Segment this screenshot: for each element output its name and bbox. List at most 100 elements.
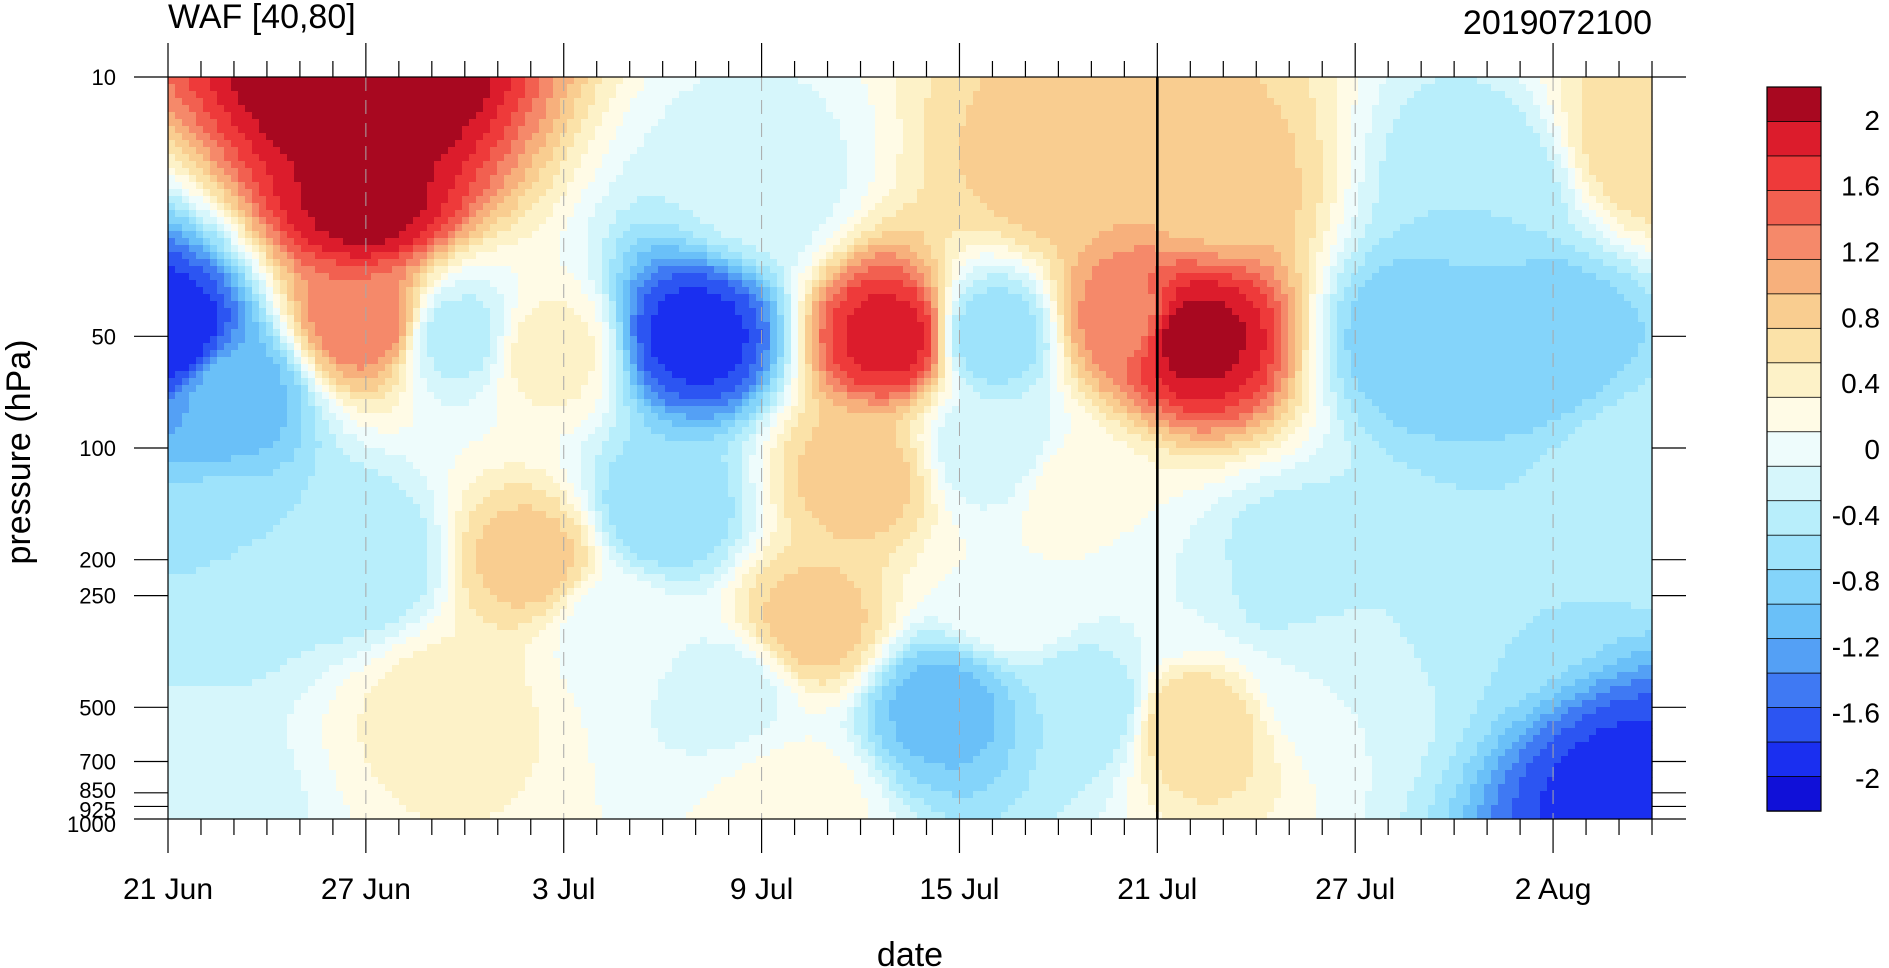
contour-cell (567, 126, 582, 134)
contour-cell (476, 560, 575, 568)
contour-cell (875, 763, 890, 771)
contour-cell (602, 154, 631, 162)
contour-cell (1232, 560, 1653, 568)
contour-cell (287, 735, 323, 743)
contour-cell (287, 742, 323, 750)
contour-cell (462, 560, 477, 568)
contour-cell (756, 504, 764, 512)
contour-cell (602, 266, 610, 274)
contour-cell (875, 392, 890, 400)
contour-cell (1288, 294, 1296, 302)
contour-cell (287, 350, 295, 358)
contour-cell (756, 546, 764, 554)
contour-cell (1092, 273, 1149, 281)
contour-cell (1316, 791, 1366, 799)
contour-cell (931, 497, 946, 505)
contour-cell (1281, 791, 1317, 799)
contour-cell (567, 574, 582, 582)
contour-cell (763, 427, 771, 435)
contour-cell (476, 392, 498, 400)
contour-cell (210, 196, 218, 204)
contour-cell (728, 280, 743, 288)
contour-cell (1267, 91, 1310, 99)
contour-cell (1120, 399, 1135, 407)
contour-cell (1281, 378, 1289, 386)
contour-cell (826, 742, 855, 750)
contour-cell (938, 301, 946, 309)
contour-cell (574, 539, 582, 547)
contour-cell (1547, 119, 1555, 127)
contour-cell (1148, 672, 1163, 680)
contour-cell (1323, 245, 1331, 253)
contour-cell (1498, 763, 1513, 771)
contour-cell (868, 644, 876, 652)
contour-cell (812, 252, 827, 260)
contour-cell (805, 329, 813, 337)
contour-cell (777, 434, 792, 442)
contour-cell (721, 602, 736, 610)
contour-cell (1316, 217, 1331, 225)
contour-cell (1372, 105, 1401, 113)
contour-cell (497, 392, 526, 400)
contour-cell (917, 413, 925, 421)
contour-cell (707, 252, 722, 260)
contour-cell (854, 777, 876, 785)
contour-cell (1141, 700, 1149, 708)
contour-cell (1330, 406, 1338, 414)
contour-cell (644, 357, 659, 365)
contour-cell (168, 546, 239, 554)
contour-cell (1274, 378, 1282, 386)
contour-cell (742, 623, 757, 631)
contour-cell (896, 161, 925, 169)
contour-cell (483, 203, 498, 211)
contour-cell (175, 84, 190, 92)
contour-cell (805, 504, 904, 512)
contour-cell (770, 371, 778, 379)
contour-cell (644, 378, 659, 386)
contour-cell (252, 196, 267, 204)
contour-cell (1050, 322, 1058, 330)
contour-cell (280, 231, 288, 239)
contour-cell (539, 196, 561, 204)
contour-cell (1064, 308, 1072, 316)
contour-cell (602, 525, 617, 533)
contour-cell (1036, 476, 1226, 484)
contour-cell (238, 98, 484, 106)
contour-cell (882, 651, 890, 659)
contour-cell (1281, 336, 1289, 344)
contour-cell (168, 406, 190, 414)
contour-cell (833, 231, 848, 239)
contour-cell (1575, 427, 1653, 435)
contour-cell (763, 455, 771, 463)
contour-cell (1281, 721, 1359, 729)
contour-cell (560, 441, 582, 449)
contour-cell (889, 763, 904, 771)
contour-cell (721, 539, 736, 547)
contour-cell (1589, 161, 1653, 169)
contour-cell (791, 672, 799, 680)
contour-cell (413, 392, 435, 400)
contour-cell (1057, 364, 1065, 372)
contour-cell (588, 588, 666, 596)
contour-cell (651, 350, 743, 358)
contour-cell (1050, 392, 1065, 400)
contour-cell (308, 399, 316, 407)
contour-cell (1533, 126, 1548, 134)
contour-cell (595, 490, 603, 498)
contour-cell (840, 756, 862, 764)
contour-cell (1344, 469, 1422, 477)
contour-cell (1274, 392, 1289, 400)
contour-cell (560, 455, 582, 463)
contour-cell (1575, 245, 1604, 253)
contour-cell (637, 308, 645, 316)
contour-cell (791, 315, 799, 323)
contour-cell (413, 343, 421, 351)
contour-cell (1512, 812, 1541, 820)
contour-cell (1505, 651, 1597, 659)
contour-cell (322, 350, 330, 358)
contour-cell (469, 602, 512, 610)
contour-cell (483, 105, 498, 113)
contour-cell (490, 77, 512, 85)
contour-cell (630, 245, 652, 253)
contour-cell (959, 378, 967, 386)
